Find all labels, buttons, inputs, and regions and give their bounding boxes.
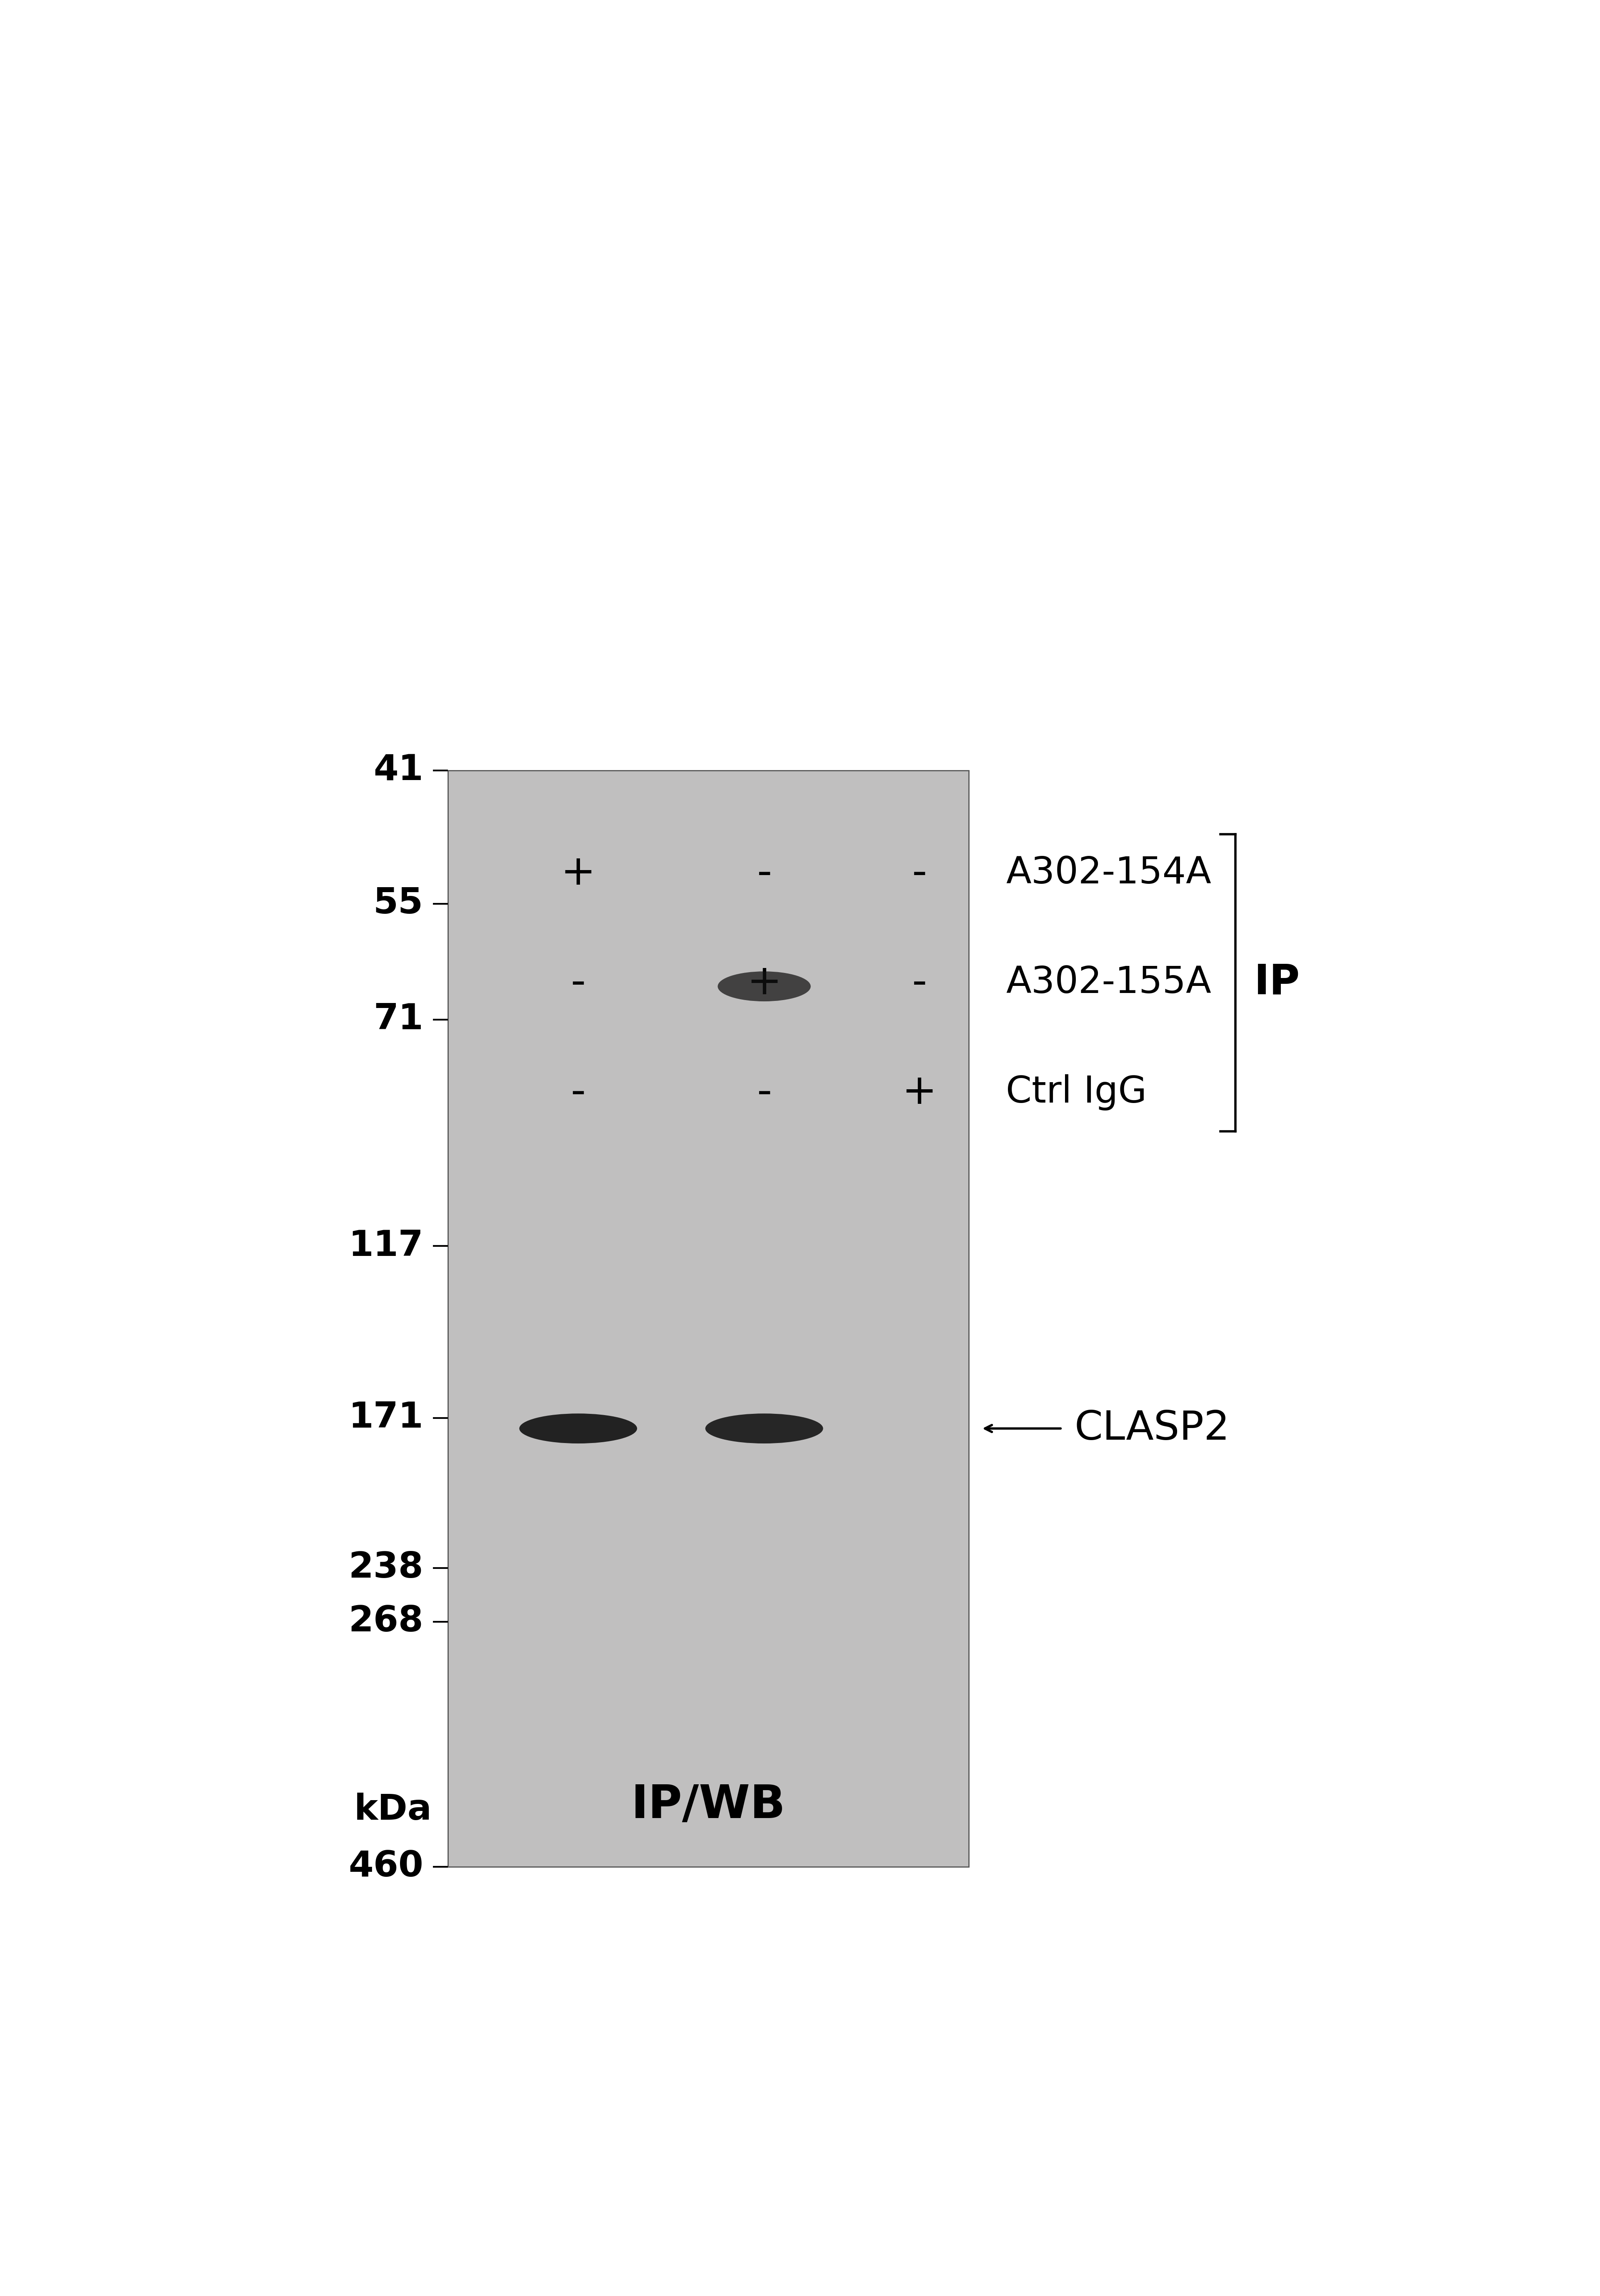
Ellipse shape xyxy=(706,1414,822,1444)
Text: 171: 171 xyxy=(349,1401,422,1435)
Text: A302-154A: A302-154A xyxy=(1006,854,1211,891)
Text: -: - xyxy=(757,852,771,893)
Text: -: - xyxy=(571,1072,586,1114)
Text: IP/WB: IP/WB xyxy=(630,1784,786,1828)
Text: -: - xyxy=(912,962,926,1003)
Text: Ctrl IgG: Ctrl IgG xyxy=(1006,1075,1147,1111)
Text: 55: 55 xyxy=(373,886,422,921)
Text: -: - xyxy=(571,962,586,1003)
Text: +: + xyxy=(560,852,595,893)
Text: IP: IP xyxy=(1254,962,1299,1003)
Ellipse shape xyxy=(718,971,811,1001)
Text: 268: 268 xyxy=(349,1605,422,1639)
Text: +: + xyxy=(747,962,782,1003)
Text: -: - xyxy=(757,1072,771,1114)
Text: 460: 460 xyxy=(349,1848,422,1885)
Text: CLASP2: CLASP2 xyxy=(1074,1410,1230,1449)
Text: +: + xyxy=(902,1072,936,1114)
Text: kDa: kDa xyxy=(354,1793,432,1828)
Text: -: - xyxy=(912,852,926,893)
Text: 117: 117 xyxy=(349,1228,422,1263)
Text: A302-155A: A302-155A xyxy=(1006,964,1211,1001)
Ellipse shape xyxy=(520,1414,637,1444)
Text: 41: 41 xyxy=(373,753,422,788)
Bar xyxy=(448,771,968,1867)
Text: 71: 71 xyxy=(373,1001,422,1038)
Text: 238: 238 xyxy=(349,1550,422,1584)
